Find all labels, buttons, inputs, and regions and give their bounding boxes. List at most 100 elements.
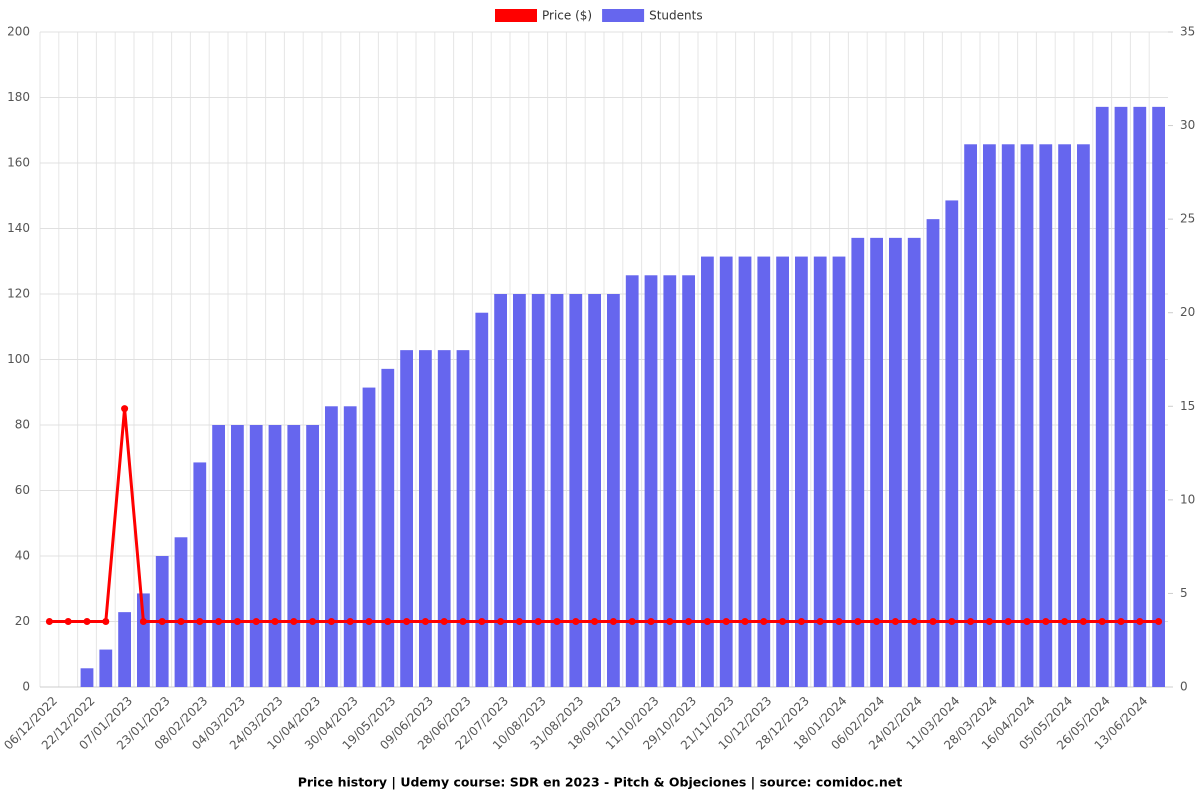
point: [1136, 618, 1144, 625]
chart-title: Price history | Udemy course: SDR en 202…: [298, 775, 903, 790]
y2-tick-label: 10: [1180, 492, 1195, 506]
bar: [1039, 144, 1053, 688]
point: [666, 618, 674, 625]
bar: [569, 294, 583, 687]
point: [967, 618, 975, 625]
bar: [494, 294, 507, 687]
bar: [193, 462, 207, 687]
bar: [475, 312, 489, 687]
bar: [137, 593, 150, 687]
point: [703, 618, 711, 625]
point: [233, 618, 241, 625]
point: [929, 618, 937, 625]
bar: [1114, 106, 1128, 688]
bar: [513, 294, 526, 687]
bar: [118, 612, 131, 687]
bar: [550, 294, 564, 687]
y-tick-label: 140: [7, 221, 30, 235]
bar: [99, 649, 113, 687]
bar: [851, 237, 865, 687]
point: [760, 618, 768, 625]
y-tick-label: 20: [15, 614, 30, 628]
point: [309, 618, 317, 625]
point: [1098, 618, 1106, 625]
point: [1061, 618, 1069, 625]
point: [591, 618, 599, 625]
point: [1117, 618, 1125, 625]
point: [609, 618, 617, 625]
legend-label: Price ($): [542, 9, 592, 23]
bar: [1077, 144, 1090, 688]
point: [628, 618, 636, 625]
point: [403, 618, 411, 625]
y-tick-label: 0: [22, 680, 30, 694]
bar: [325, 406, 338, 687]
point: [421, 618, 429, 625]
bar: [907, 237, 921, 687]
bar: [607, 294, 620, 687]
bar: [306, 425, 319, 687]
y-tick-label: 60: [15, 483, 30, 497]
bar: [1133, 106, 1147, 688]
bar: [343, 406, 357, 687]
point: [271, 618, 279, 625]
y-tick-label: 100: [7, 352, 30, 366]
point: [985, 618, 993, 625]
legend-swatch: [495, 9, 537, 22]
bar: [738, 256, 752, 687]
bar: [212, 425, 225, 687]
bar: [1020, 144, 1034, 688]
point: [835, 618, 843, 625]
point: [290, 618, 298, 625]
legend-label: Students: [649, 9, 703, 23]
point: [1155, 618, 1163, 625]
bar: [644, 275, 658, 687]
y2-tick-label: 20: [1180, 305, 1195, 319]
point: [1023, 618, 1031, 625]
bar: [983, 144, 996, 688]
point: [647, 618, 655, 625]
point: [64, 618, 72, 625]
point: [722, 618, 730, 625]
point: [365, 618, 373, 625]
bar: [1058, 144, 1071, 688]
y2-tick-label: 35: [1180, 25, 1195, 39]
point: [440, 618, 448, 625]
bar: [964, 144, 977, 688]
point: [45, 618, 53, 625]
bar: [945, 200, 959, 687]
bar: [1152, 106, 1165, 688]
bar: [588, 294, 601, 687]
point: [741, 618, 749, 625]
bar: [80, 668, 94, 687]
bar: [719, 256, 733, 687]
point: [910, 618, 918, 625]
bar: [813, 256, 827, 687]
bar: [701, 256, 714, 687]
bar: [456, 350, 470, 687]
point: [196, 618, 204, 625]
point: [553, 618, 561, 625]
y-tick-label: 160: [7, 156, 30, 170]
point: [177, 618, 185, 625]
point: [497, 618, 505, 625]
point: [459, 618, 467, 625]
point: [572, 618, 580, 625]
point: [779, 618, 787, 625]
y2-tick-label: 30: [1180, 118, 1195, 132]
point: [102, 618, 110, 625]
point: [854, 618, 862, 625]
bar: [1001, 144, 1015, 688]
bar: [870, 237, 883, 687]
bar: [381, 368, 395, 687]
point: [1079, 618, 1087, 625]
point: [797, 618, 805, 625]
point: [685, 618, 693, 625]
bar: [625, 275, 639, 687]
y2-tick-label: 15: [1180, 399, 1195, 413]
bar: [795, 256, 808, 687]
point: [384, 618, 392, 625]
y-tick-label: 80: [15, 418, 30, 432]
point: [215, 618, 223, 625]
